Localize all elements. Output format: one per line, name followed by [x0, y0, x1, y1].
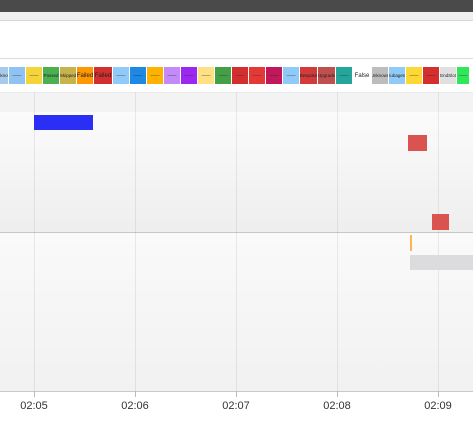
grid-line: [135, 92, 136, 392]
grid-line: [438, 92, 439, 392]
legend-chip[interactable]: ——: [198, 67, 214, 84]
legend-chip[interactable]: Bespoke: [300, 67, 317, 84]
legend-chip[interactable]: Failed: [94, 67, 112, 84]
axis-tick: [337, 392, 338, 397]
grid-line: [337, 92, 338, 392]
timeline-bar-marker[interactable]: [410, 235, 412, 251]
legend-chip[interactable]: ——: [147, 67, 163, 84]
legend-chip[interactable]: ——: [164, 67, 180, 84]
top-bar-gap: [0, 12, 473, 21]
legend-chip[interactable]: ——: [9, 67, 25, 84]
legend-chip[interactable]: ——: [26, 67, 42, 84]
legend-chip[interactable]: ——: [181, 67, 197, 84]
top-bar: [0, 0, 473, 12]
legend-chip[interactable]: ——: [130, 67, 146, 84]
legend-chip[interactable]: Skipped: [60, 67, 76, 84]
legend-chip[interactable]: ——: [249, 67, 265, 84]
legend-chip[interactable]: ——: [232, 67, 248, 84]
legend-chip[interactable]: False: [353, 67, 371, 84]
timeline-bar-square[interactable]: [408, 135, 427, 151]
legend-chip[interactable]: Upgrade: [318, 67, 335, 84]
legend-chip[interactable]: Passed: [43, 67, 59, 84]
grid-line: [34, 92, 35, 392]
legend-chip[interactable]: ——: [215, 67, 231, 84]
legend-chip[interactable]: Failed: [77, 67, 93, 84]
timeline-bar-bar[interactable]: [410, 255, 473, 270]
axis-tick-label: 02:05: [20, 400, 48, 412]
legend-chip[interactable]: Unknown: [372, 67, 388, 84]
axis-tick: [34, 392, 35, 397]
status-legend: Unknown————PassedSkippedFailedFailed————…: [0, 67, 473, 84]
legend-chip[interactable]: ——: [457, 67, 469, 84]
axis-tick-label: 02:06: [121, 400, 149, 412]
axis-tick: [438, 392, 439, 397]
timeline-bar-square[interactable]: [432, 214, 449, 230]
grid-line: [236, 92, 237, 392]
timeline-lane-1: [0, 112, 473, 233]
axis-tick-label: 02:09: [424, 400, 452, 412]
filter-area: [0, 21, 473, 59]
legend-chip[interactable]: ——: [113, 67, 129, 84]
legend-chip[interactable]: ——: [283, 67, 299, 84]
timeline-lane-2: [0, 233, 473, 392]
legend-chip[interactable]: ——: [406, 67, 422, 84]
legend-chip[interactable]: EndSlot: [440, 67, 456, 84]
legend-chip[interactable]: ——: [336, 67, 352, 84]
legend-chip[interactable]: ——: [266, 67, 282, 84]
axis-tick: [236, 392, 237, 397]
legend-chip[interactable]: Subagent: [389, 67, 405, 84]
legend-chip[interactable]: Unknown: [0, 67, 8, 84]
axis-tick: [135, 392, 136, 397]
axis-tick-label: 02:07: [222, 400, 250, 412]
legend-chip[interactable]: ——: [423, 67, 439, 84]
axis-tick-label: 02:08: [323, 400, 351, 412]
timeline-bar-block[interactable]: [34, 115, 93, 130]
